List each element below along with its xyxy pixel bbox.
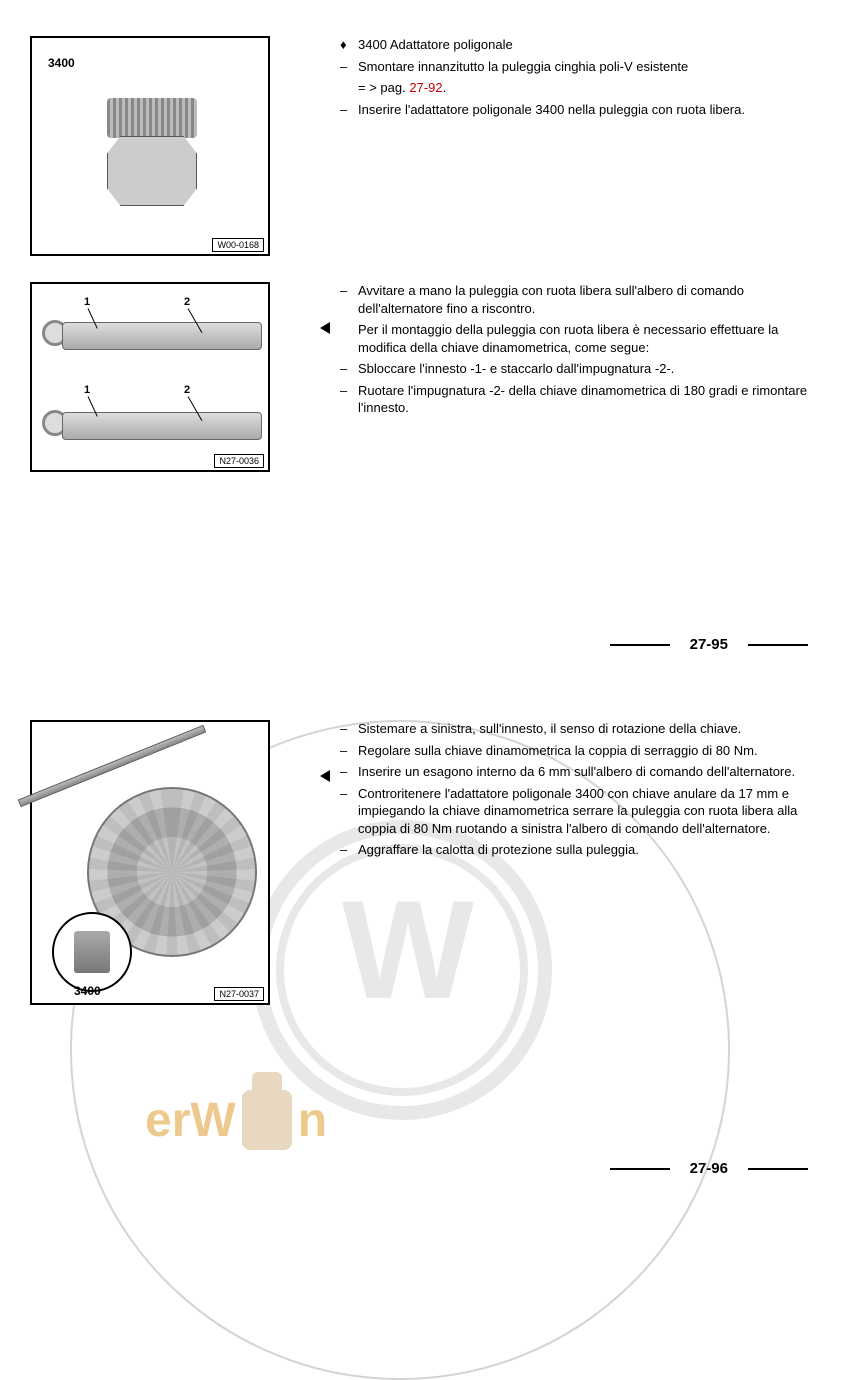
text-line: Controritenere l'adattatore poligonale 3… (358, 785, 810, 838)
bullet-diamond: ♦ (340, 36, 358, 54)
figure-3-label: 3400 (74, 984, 101, 998)
pointer-icon (320, 322, 330, 334)
text-line: Sistemare a sinistra, sull'innesto, il s… (358, 720, 810, 738)
bullet-dash: – (340, 720, 358, 738)
text-line: Avvitare a mano la puleggia con ruota li… (358, 282, 810, 317)
figure-1-label: 3400 (48, 56, 75, 70)
section-3-text: – Sistemare a sinistra, sull'innesto, il… (340, 720, 810, 863)
text-line: Inserire l'adattatore poligonale 3400 ne… (358, 101, 810, 119)
bullet-dash: – (340, 101, 358, 119)
detail-circle (52, 912, 132, 992)
wrench-body-top (62, 322, 262, 350)
callout-2b: 2 (184, 384, 190, 396)
page-ref-link[interactable]: 27-92 (409, 80, 442, 95)
callout-1: 1 (84, 296, 90, 308)
text-line: Inserire un esagono interno da 6 mm sull… (358, 763, 810, 781)
erwin-text-prefix: erW (145, 1093, 236, 1148)
page-number: 27-96 (690, 1160, 728, 1177)
figure-3-code: N27-0037 (214, 987, 264, 1001)
text-line: Ruotare l'impugnatura -2- della chiave d… (358, 382, 810, 417)
wrench-body-bottom (62, 412, 262, 440)
figure-1-code: W00-0168 (212, 238, 264, 252)
text-line: Regolare sulla chiave dinamometrica la c… (358, 742, 810, 760)
text-line: Aggraffare la calotta di protezione sull… (358, 841, 810, 859)
figure-2-code: N27-0036 (214, 454, 264, 468)
section-2-text: – Avvitare a mano la puleggia con ruota … (340, 282, 810, 421)
bullet-dash: – (340, 382, 358, 417)
figure-3: 3400 N27-0037 (30, 720, 270, 1005)
page-number: 27-95 (690, 636, 728, 653)
pointer-icon (320, 770, 330, 782)
bullet-dash: – (340, 841, 358, 859)
bullet-dash: – (340, 282, 358, 317)
callout-1b: 1 (84, 384, 90, 396)
callout-2: 2 (184, 296, 190, 308)
bullet-dash: – (340, 58, 358, 76)
text-line: 3400 Adattatore poligonale (358, 36, 810, 54)
erwin-text-suffix: n (298, 1093, 327, 1148)
figure-1-socket-illustration (97, 98, 207, 213)
text-line: Sbloccare l'innesto -1- e staccarlo dall… (358, 360, 810, 378)
bullet-dash: – (340, 785, 358, 838)
bullet-dash: – (340, 742, 358, 760)
figure-1: 3400 W00-0168 (30, 36, 270, 256)
bullet-dash: – (340, 360, 358, 378)
figure-2: 1 2 1 2 N27-0036 (30, 282, 270, 472)
erwin-watermark: erW n (145, 1090, 327, 1150)
page-number-row: 27-95 (610, 636, 808, 653)
bullet-dash: – (340, 763, 358, 781)
text-line: Per il montaggio della puleggia con ruot… (358, 321, 810, 356)
vw-logo-watermark: W (252, 820, 552, 1120)
text-line: Smontare innanzitutto la puleggia cinghi… (358, 58, 810, 76)
text-line: = > pag. 27-92. (340, 79, 810, 97)
page-number-row: 27-96 (610, 1160, 808, 1177)
section-1-text: ♦ 3400 Adattatore poligonale – Smontare … (340, 36, 810, 122)
